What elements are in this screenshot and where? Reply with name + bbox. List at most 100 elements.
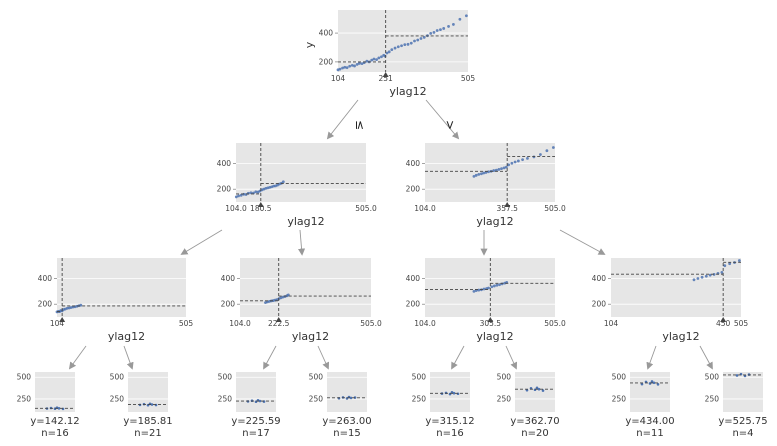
data-point xyxy=(349,396,353,400)
leaf-sample-count: n=4 xyxy=(732,428,753,439)
data-point xyxy=(258,399,262,403)
tree-node-panels: 200 400 104 505 251 ylag12 y 200 400 104.0 505.0 18… xyxy=(17,10,768,439)
data-point xyxy=(234,195,238,199)
data-point xyxy=(500,167,503,171)
split-value-label: 251 xyxy=(378,74,393,83)
split-triangle xyxy=(59,317,66,322)
leaf-panel xyxy=(430,372,470,412)
leaf-prediction: y=434.00 xyxy=(625,416,674,427)
data-point xyxy=(482,171,486,175)
node-root: 200 400 104 505 251 ylag12 y xyxy=(303,10,475,98)
tree-edge-arrow xyxy=(297,229,306,256)
y-tick-label: 400 xyxy=(406,274,421,283)
data-point xyxy=(150,403,154,406)
split-triangle xyxy=(275,317,282,322)
split-triangle xyxy=(382,72,389,77)
data-point xyxy=(57,407,61,410)
feature-label: ylag12 xyxy=(476,330,513,343)
leaf-sample-count: n=15 xyxy=(333,428,360,439)
data-point xyxy=(387,50,391,54)
x-tick-label-min: 104.0 xyxy=(414,319,436,328)
data-point xyxy=(458,17,462,21)
feature-label: ylag12 xyxy=(476,215,513,228)
node-panel xyxy=(611,258,741,317)
data-point xyxy=(341,66,344,70)
y-tick-label: 250 xyxy=(17,394,32,403)
data-point xyxy=(535,386,539,390)
tree-edge-arrow xyxy=(326,99,359,140)
x-tick-label-min: 104 xyxy=(604,319,619,328)
leaf-prediction: y=525.75 xyxy=(718,416,767,427)
y-tick-label: 250 xyxy=(612,394,627,403)
leaf-panel xyxy=(35,372,75,412)
data-point xyxy=(249,191,253,195)
data-point xyxy=(377,56,381,60)
tree-edge-arrow xyxy=(451,345,465,370)
data-point xyxy=(393,46,397,50)
feature-label: ylag12 xyxy=(287,215,324,228)
leaf-prediction: y=263.00 xyxy=(322,416,371,427)
node-n_ll: 200 400 104 505 ylag12 xyxy=(38,258,193,343)
y-tick-label: 400 xyxy=(319,29,334,38)
data-point xyxy=(239,193,243,197)
data-point xyxy=(507,163,511,167)
data-point xyxy=(452,391,456,395)
data-point xyxy=(510,161,514,165)
x-tick-label-max: 505.0 xyxy=(355,204,377,213)
data-point xyxy=(360,62,364,66)
data-point xyxy=(396,45,400,49)
data-point xyxy=(492,169,496,172)
data-point xyxy=(492,284,496,288)
leaf-panel xyxy=(236,372,276,412)
leaf-prediction: y=362.70 xyxy=(510,416,559,427)
y-tick-label: 500 xyxy=(17,373,32,382)
split-value-label: 305.5 xyxy=(480,319,502,328)
data-point xyxy=(720,270,724,274)
data-point xyxy=(375,58,378,61)
data-point xyxy=(442,27,446,30)
node-n_l: 200 400 104.0 505.0 180.5 ylag12 xyxy=(217,143,377,228)
y-tick-label: 250 xyxy=(497,394,512,403)
leaf-prediction: y=225.59 xyxy=(231,416,280,427)
x-tick-label-min: 104.0 xyxy=(414,204,436,213)
data-point xyxy=(343,65,347,69)
node-panel xyxy=(338,10,468,72)
leaf-prediction: y=185.81 xyxy=(123,416,172,427)
node-panel xyxy=(236,143,366,202)
data-point xyxy=(539,153,542,156)
y-tick-label: 500 xyxy=(612,373,627,382)
data-point xyxy=(480,172,483,176)
leaf-leaf2: 250 500 y=185.81n=21 xyxy=(110,372,173,439)
leaf-sample-count: n=16 xyxy=(436,428,463,439)
data-point xyxy=(472,174,476,178)
data-point xyxy=(357,61,361,65)
data-point xyxy=(422,35,426,39)
data-point xyxy=(498,283,501,287)
data-point xyxy=(504,165,508,169)
x-tick-label-max: 505 xyxy=(734,319,749,328)
y-tick-label: 250 xyxy=(218,394,233,403)
data-point xyxy=(353,64,356,68)
tree-edge-arrow xyxy=(699,345,713,370)
tree-edge-arrow xyxy=(559,229,606,255)
data-point xyxy=(502,166,506,170)
data-point xyxy=(497,168,501,171)
x-tick-label-max: 505.0 xyxy=(544,319,566,328)
data-point xyxy=(696,277,700,280)
leaf-sample-count: n=16 xyxy=(41,428,68,439)
y-tick-label: 500 xyxy=(412,373,427,382)
tree-edge-arrow xyxy=(646,345,657,370)
data-point xyxy=(435,29,439,32)
node-panel xyxy=(425,143,555,202)
y-tick-label: 400 xyxy=(38,274,53,283)
y-tick-label: 500 xyxy=(218,373,233,382)
leaf-sample-count: n=11 xyxy=(636,428,663,439)
x-tick-label-min: 104.0 xyxy=(229,319,251,328)
y-tick-label: 250 xyxy=(309,394,324,403)
tree-edge-arrow xyxy=(68,345,87,370)
tree-edge-arrow xyxy=(180,229,223,255)
data-point xyxy=(477,173,481,176)
tree-edge-arrow xyxy=(317,345,330,370)
data-point xyxy=(487,286,490,290)
